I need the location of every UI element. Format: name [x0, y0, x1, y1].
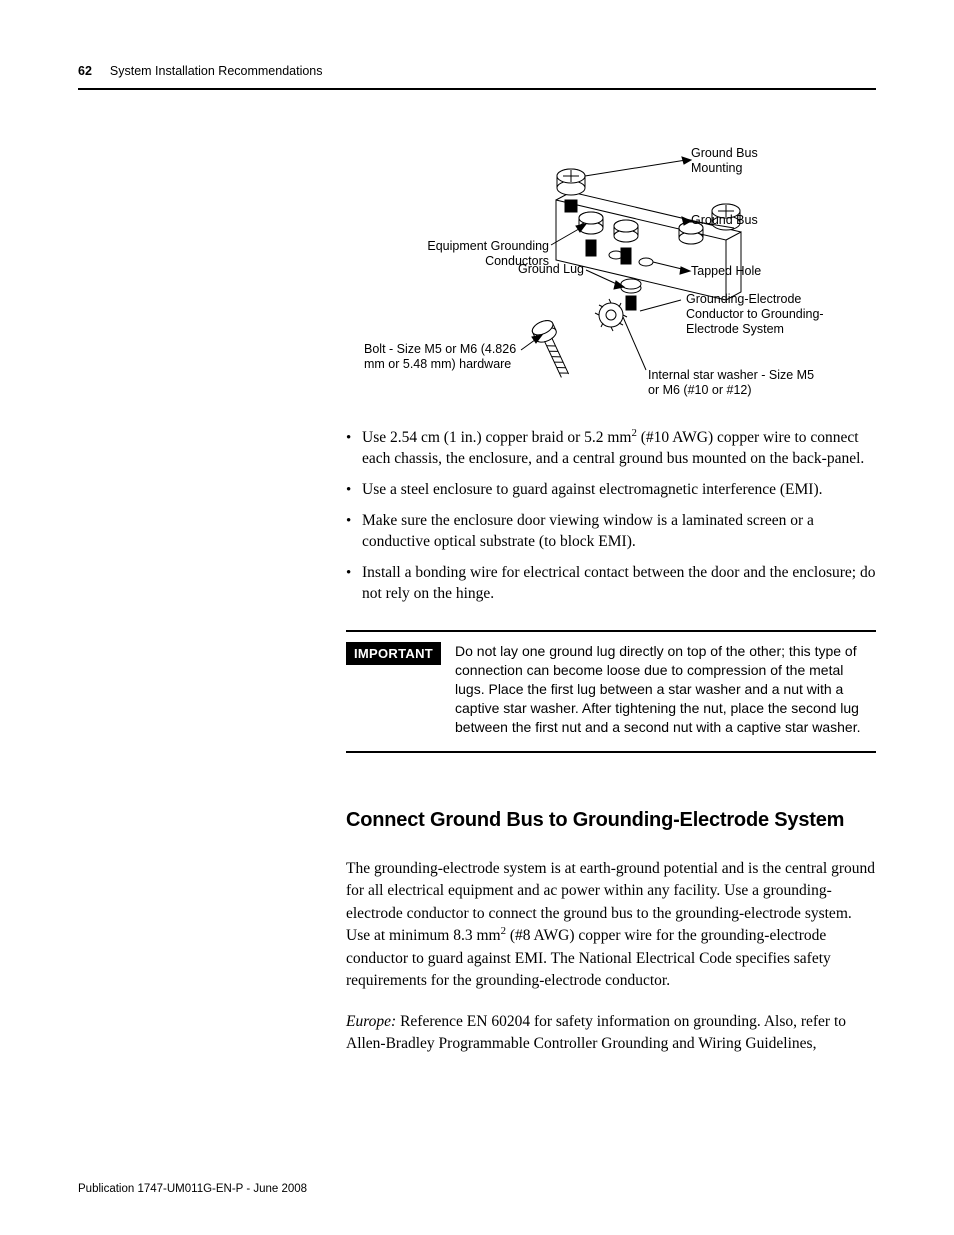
- body-paragraph-2: Europe: Reference EN 60204 for safety in…: [346, 1011, 876, 1056]
- label-bolt: Bolt - Size M5 or M6 (4.826 mm or 5.48 m…: [364, 342, 519, 372]
- label-star-washer: Internal star washer - Size M5 or M6 (#1…: [648, 368, 818, 398]
- page-number: 62: [78, 64, 92, 78]
- label-ground-bus-mounting: Ground Bus Mounting: [691, 146, 781, 176]
- callout-text: Do not lay one ground lug directly on to…: [455, 642, 876, 736]
- content-column: Ground Bus Mounting Ground Bus Tapped Ho…: [346, 140, 876, 1056]
- label-tapped-hole: Tapped Hole: [691, 264, 761, 279]
- label-gec: Grounding-Electrode Conductor to Groundi…: [686, 292, 826, 337]
- important-callout: IMPORTANT Do not lay one ground lug dire…: [346, 630, 876, 752]
- bullet-item: Use a steel enclosure to guard against e…: [346, 480, 876, 501]
- bullet-item: Use 2.54 cm (1 in.) copper braid or 5.2 …: [346, 428, 876, 470]
- publication-footer: Publication 1747-UM011G-EN-P - June 2008: [78, 1183, 307, 1195]
- label-ground-lug: Ground Lug: [516, 262, 584, 277]
- label-ground-bus: Ground Bus: [691, 213, 758, 228]
- section-title: System Installation Recommendations: [110, 64, 323, 78]
- header-rule: [78, 88, 876, 90]
- body-paragraph-1: The grounding-electrode system is at ear…: [346, 858, 876, 993]
- callout-badge: IMPORTANT: [346, 642, 441, 665]
- section-heading: Connect Ground Bus to Grounding-Electrod…: [346, 809, 876, 832]
- bullet-item: Install a bonding wire for electrical co…: [346, 563, 876, 605]
- page-header: 62 System Installation Recommendations: [78, 64, 876, 86]
- bullet-item: Make sure the enclosure door viewing win…: [346, 511, 876, 553]
- bullet-list: Use 2.54 cm (1 in.) copper braid or 5.2 …: [346, 428, 876, 604]
- ground-bus-diagram: Ground Bus Mounting Ground Bus Tapped Ho…: [346, 140, 876, 420]
